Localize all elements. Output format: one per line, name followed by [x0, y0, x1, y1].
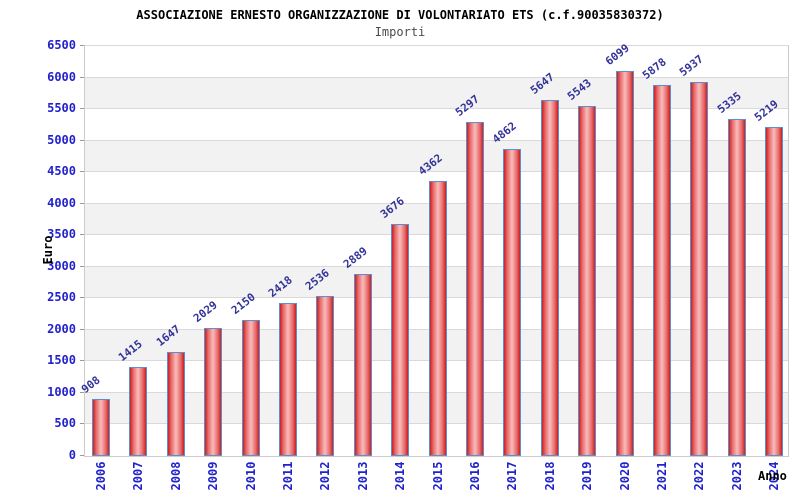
- bar-2022: [690, 82, 709, 456]
- bar-2006: [92, 399, 110, 456]
- y-tick-label: 5000: [47, 132, 76, 147]
- bar-2017: [503, 149, 522, 456]
- gridline: [85, 171, 788, 173]
- chart-title: ASSOCIAZIONE ERNESTO ORGANIZZAZIONE DI V…: [136, 8, 664, 22]
- x-tick-label: 2021: [655, 461, 669, 491]
- y-tick-mark: [80, 171, 84, 173]
- y-tick-mark: [80, 360, 84, 362]
- y-tick-label: 2000: [47, 321, 76, 336]
- x-tick-label: 2016: [468, 461, 482, 491]
- x-tick-label: 2009: [206, 461, 221, 491]
- y-tick-mark: [80, 202, 84, 204]
- bar-2016: [466, 122, 484, 456]
- gridline: [85, 76, 788, 78]
- x-tick-label: 2014: [393, 461, 408, 491]
- y-tick-mark: [80, 108, 84, 110]
- y-tick-label: 4000: [47, 195, 76, 210]
- x-tick-label: 2011: [281, 461, 295, 491]
- bar-2011: [279, 303, 297, 456]
- plot-band: [85, 109, 788, 141]
- bar-2007: [129, 367, 148, 456]
- bar-2024: [765, 127, 784, 456]
- y-axis-title: Euro: [41, 235, 55, 265]
- y-tick-label: 3500: [47, 227, 76, 242]
- y-tick-mark: [80, 455, 84, 456]
- y-tick-mark: [80, 391, 84, 393]
- x-tick-label: 2015: [430, 461, 445, 491]
- plot-band: [85, 77, 788, 110]
- y-tick-label: 4500: [47, 164, 76, 179]
- bar-2014: [391, 224, 410, 456]
- x-tick-label: 2012: [318, 461, 333, 491]
- bar-2021: [653, 85, 671, 456]
- y-tick-label: 1000: [47, 384, 76, 399]
- bar-2012: [316, 296, 335, 456]
- y-tick-mark: [80, 328, 84, 330]
- x-axis-title: Anno: [758, 469, 787, 483]
- x-tick-label: 2017: [505, 461, 520, 491]
- bar-2015: [428, 181, 447, 456]
- plot-area: 908 1415 1647 2029 2150 2418 2536 2889 3676 4362 5…: [79, 41, 789, 457]
- y-tick-label: 500: [54, 416, 76, 431]
- x-tick-label: 2023: [729, 461, 744, 491]
- x-tick-label: 2007: [131, 461, 146, 491]
- y-tick-label: 6500: [47, 38, 76, 52]
- y-tick-mark: [80, 76, 84, 78]
- x-tick-label: 2008: [168, 461, 183, 491]
- y-tick-label: 0: [68, 448, 76, 462]
- x-tick-label: 2020: [617, 461, 632, 491]
- y-tick-label: 3000: [47, 258, 76, 273]
- y-tick-label: 5500: [47, 101, 76, 116]
- bar-2020: [615, 71, 634, 456]
- x-tick-label: 2022: [692, 461, 707, 491]
- bar-2019: [578, 106, 597, 456]
- x-tick-label: 2019: [580, 461, 595, 491]
- gridline: [85, 45, 788, 46]
- y-tick-mark: [80, 45, 84, 46]
- bar-2009: [204, 328, 223, 456]
- bar-2023: [727, 119, 746, 456]
- y-tick-mark: [80, 297, 84, 299]
- bar-2013: [353, 274, 372, 456]
- y-tick-mark: [80, 234, 84, 236]
- y-tick-label: 2500: [47, 290, 76, 305]
- y-tick-mark: [80, 423, 84, 425]
- x-tick-label: 2018: [542, 461, 557, 491]
- x-tick-label: 2013: [355, 461, 370, 491]
- y-tick-label: 1500: [47, 353, 76, 368]
- x-tick-label: 2010: [243, 461, 258, 491]
- bar-2010: [241, 320, 260, 456]
- plot-band: [85, 46, 788, 78]
- x-tick-label: 2006: [94, 461, 108, 491]
- gridline: [85, 108, 788, 110]
- bar-2018: [540, 100, 559, 456]
- chart-subtitle: Importi: [374, 25, 426, 39]
- y-tick-mark: [80, 139, 84, 141]
- bar-2008: [166, 352, 185, 456]
- gridline: [85, 139, 788, 141]
- y-tick-label: 6000: [47, 69, 76, 84]
- y-tick-mark: [80, 265, 84, 267]
